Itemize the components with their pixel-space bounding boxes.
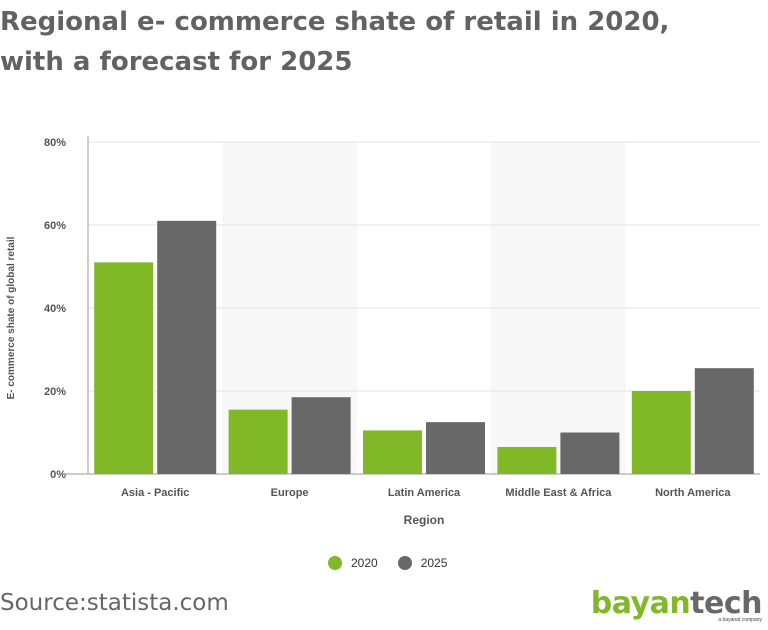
y-tick-label: 40% [44,303,66,315]
y-tick-label: 80% [44,137,66,149]
bar-2025 [291,397,351,474]
x-tick-label: Latin America [388,487,461,499]
legend-swatch-2025 [397,556,412,570]
y-tick-label: 60% [44,220,66,232]
bar-2020 [228,409,288,474]
bar-2020 [363,430,422,474]
legend-item-2025[interactable]: 2025 [397,556,448,570]
title-line-1: Regional e- commerce shate of retail in … [0,7,670,37]
x-tick-label: Middle East & Africa [505,487,612,499]
x-axis-title: Region [404,513,445,527]
x-tick-label: Europe [271,487,309,499]
y-tick-label: 0% [50,469,66,481]
chart-legend: 2020 2025 [328,556,467,570]
bar-2025 [560,432,620,474]
bar-2020 [631,391,691,474]
bar-2025 [426,422,485,474]
y-axis-title: E- commerce shate of global retail [6,236,17,399]
bar-2020 [94,262,154,474]
chart-title: Regional e- commerce shate of retail in … [0,2,740,82]
title-line-2: with a forecast for 2025 [0,47,353,77]
legend-swatch-2020 [328,556,342,570]
legend-label-2020: 2020 [351,556,378,570]
source-note: Source:statista.com [0,590,229,616]
brand-tagline: a bayanat company [718,617,762,623]
bar-2020 [497,447,557,474]
legend-label-2025: 2025 [420,556,448,570]
brand-logo: bayantech a bayanat company [590,586,763,623]
x-tick-label: North America [655,487,731,499]
bar-chart: 0% 20% 40% 60% 80% Asia - Pacific Europe Latin … [6,136,760,527]
brand-name-part-2: tech [690,586,762,621]
bar-2025 [694,368,754,474]
bar-2025 [157,220,217,474]
y-tick-label: 20% [44,386,66,398]
x-tick-label: Asia - Pacific [121,487,189,499]
legend-item-2020[interactable]: 2020 [328,556,378,570]
brand-name-part-1: bayan [590,586,691,621]
